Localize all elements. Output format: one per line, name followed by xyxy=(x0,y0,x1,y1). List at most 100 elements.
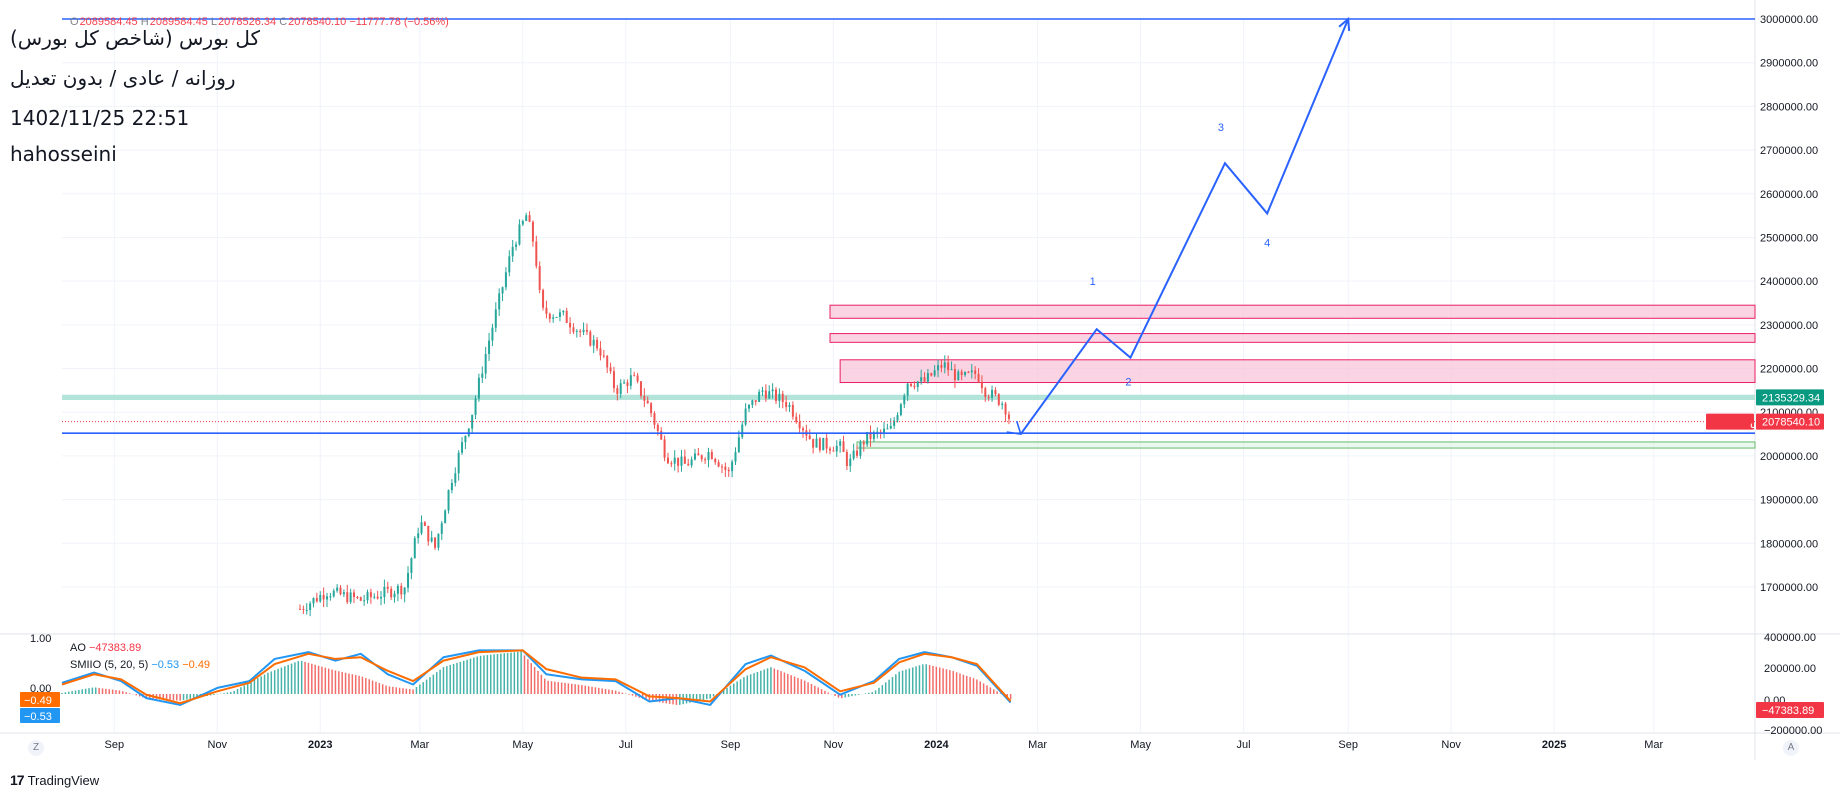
ind-tick-1: 200000.00 xyxy=(1764,663,1816,675)
time-tick-12: Sep xyxy=(1338,739,1358,751)
candle-body-50 xyxy=(467,428,470,436)
price-axis: 3000000.00 2900000.00 2800000.00 2700000.00… xyxy=(20,14,1824,737)
candle-body-94 xyxy=(616,388,619,395)
smi-legend[interactable]: SMIIO (5, 20, 5) −0.53 −0.49 xyxy=(70,659,210,671)
candle-body-18 xyxy=(359,597,362,601)
candle-body-32 xyxy=(407,573,410,588)
candle-body-48 xyxy=(461,442,464,453)
ticker-title: کل بورس (شاخص کل بورس) xyxy=(10,26,261,50)
candle-body-177 xyxy=(896,415,899,421)
time-tick-6: Sep xyxy=(721,739,741,751)
candle-body-64 xyxy=(515,244,518,247)
candle-body-133 xyxy=(747,404,750,409)
candle-body-174 xyxy=(886,428,889,430)
candle-body-115 xyxy=(687,463,690,466)
candle-body-151 xyxy=(808,435,811,439)
candle-body-195 xyxy=(957,371,960,381)
candle-body-81 xyxy=(572,327,575,332)
candle-body-27 xyxy=(390,588,393,598)
candle-body-144 xyxy=(785,401,788,407)
candle-body-111 xyxy=(673,457,676,464)
candle-body-196 xyxy=(960,371,963,376)
candle-body-120 xyxy=(704,459,707,461)
candle-body-121 xyxy=(707,452,710,460)
candle-body-161 xyxy=(842,441,845,453)
candle-body-112 xyxy=(677,457,680,466)
auto-scale-button[interactable]: A xyxy=(1783,740,1799,756)
price-tick-11: 1900000.00 xyxy=(1760,495,1818,507)
left-orange-badge xyxy=(20,692,60,707)
support-band xyxy=(62,394,1755,400)
time-tick-7: Nov xyxy=(824,739,844,751)
candle-body-138 xyxy=(764,390,767,399)
ind-tick-3: −200000.00 xyxy=(1764,725,1822,737)
candle-body-105 xyxy=(653,413,656,425)
candle-body-75 xyxy=(552,317,555,319)
projection-wave: 1 2 3 4 xyxy=(1006,16,1351,436)
candle-body-89 xyxy=(599,348,602,356)
candle-body-197 xyxy=(964,372,967,376)
author-label: hahosseini xyxy=(10,142,117,166)
candle-body-192 xyxy=(947,362,950,371)
zoom-reset-button[interactable]: Z xyxy=(28,740,44,756)
tv-logo-icon: 17 xyxy=(10,772,25,788)
candle-body-146 xyxy=(791,404,794,417)
candle-body-30 xyxy=(400,585,403,595)
time-tick-13: Nov xyxy=(1441,739,1461,751)
candle-body-179 xyxy=(903,395,906,405)
candle-body-11 xyxy=(336,587,339,591)
last-price-badge-text: 2078540.10 xyxy=(1762,417,1820,429)
candle-body-181 xyxy=(910,383,913,386)
candle-body-57 xyxy=(491,327,494,341)
candle-body-95 xyxy=(619,383,622,395)
candle-body-39 xyxy=(430,537,433,542)
candle-body-66 xyxy=(521,220,524,225)
low-key: L xyxy=(210,16,218,28)
candle-body-56 xyxy=(488,340,491,354)
candle-body-26 xyxy=(386,586,389,589)
ao-legend[interactable]: AO −47383.89 xyxy=(70,642,141,654)
candle-body-124 xyxy=(717,462,720,467)
indicator-pane xyxy=(61,649,1012,706)
time-tick-3: Mar xyxy=(410,739,429,751)
candle-body-154 xyxy=(818,438,821,451)
candle-body-42 xyxy=(440,523,443,534)
candle-body-80 xyxy=(569,322,572,328)
candle-body-1 xyxy=(302,608,305,611)
tradingview-logo[interactable]: 17 TradingView xyxy=(10,772,99,788)
candle-body-173 xyxy=(883,428,886,433)
left-orange-badge-text: −0.49 xyxy=(24,695,52,707)
candle-body-129 xyxy=(734,452,737,462)
candle-body-125 xyxy=(720,466,723,468)
candle-body-182 xyxy=(913,385,916,387)
candle-body-88 xyxy=(596,339,599,349)
candle-body-35 xyxy=(417,533,420,539)
candle-body-153 xyxy=(815,438,818,448)
candle-body-8 xyxy=(326,596,329,600)
candle-body-14 xyxy=(346,592,349,603)
candle-body-130 xyxy=(737,437,740,453)
candle-body-204 xyxy=(987,396,990,398)
time-tick-15: Mar xyxy=(1644,739,1663,751)
ohlc-legend: O2089584.45 H2089584.45 L2078526.34 C207… xyxy=(70,16,449,28)
tv-brand: TradingView xyxy=(27,772,100,788)
last-price-badge xyxy=(1756,413,1824,430)
candle-body-156 xyxy=(825,437,828,449)
candle-body-116 xyxy=(690,459,693,466)
candle-body-132 xyxy=(744,408,747,425)
time-tick-10: May xyxy=(1130,739,1151,751)
candles xyxy=(298,211,1010,617)
candle-body-164 xyxy=(852,450,855,459)
candle-body-139 xyxy=(768,391,771,399)
candle-body-78 xyxy=(562,310,565,313)
ao-right-badge-text: −47383.89 xyxy=(1762,705,1814,717)
candle-body-113 xyxy=(680,456,683,466)
candle-body-206 xyxy=(994,389,997,395)
candle-body-61 xyxy=(504,272,507,288)
candle-body-86 xyxy=(589,331,592,346)
candle-body-28 xyxy=(393,593,396,598)
candle-body-67 xyxy=(525,215,528,221)
candle-body-77 xyxy=(558,312,561,317)
candle-body-21 xyxy=(369,592,372,598)
